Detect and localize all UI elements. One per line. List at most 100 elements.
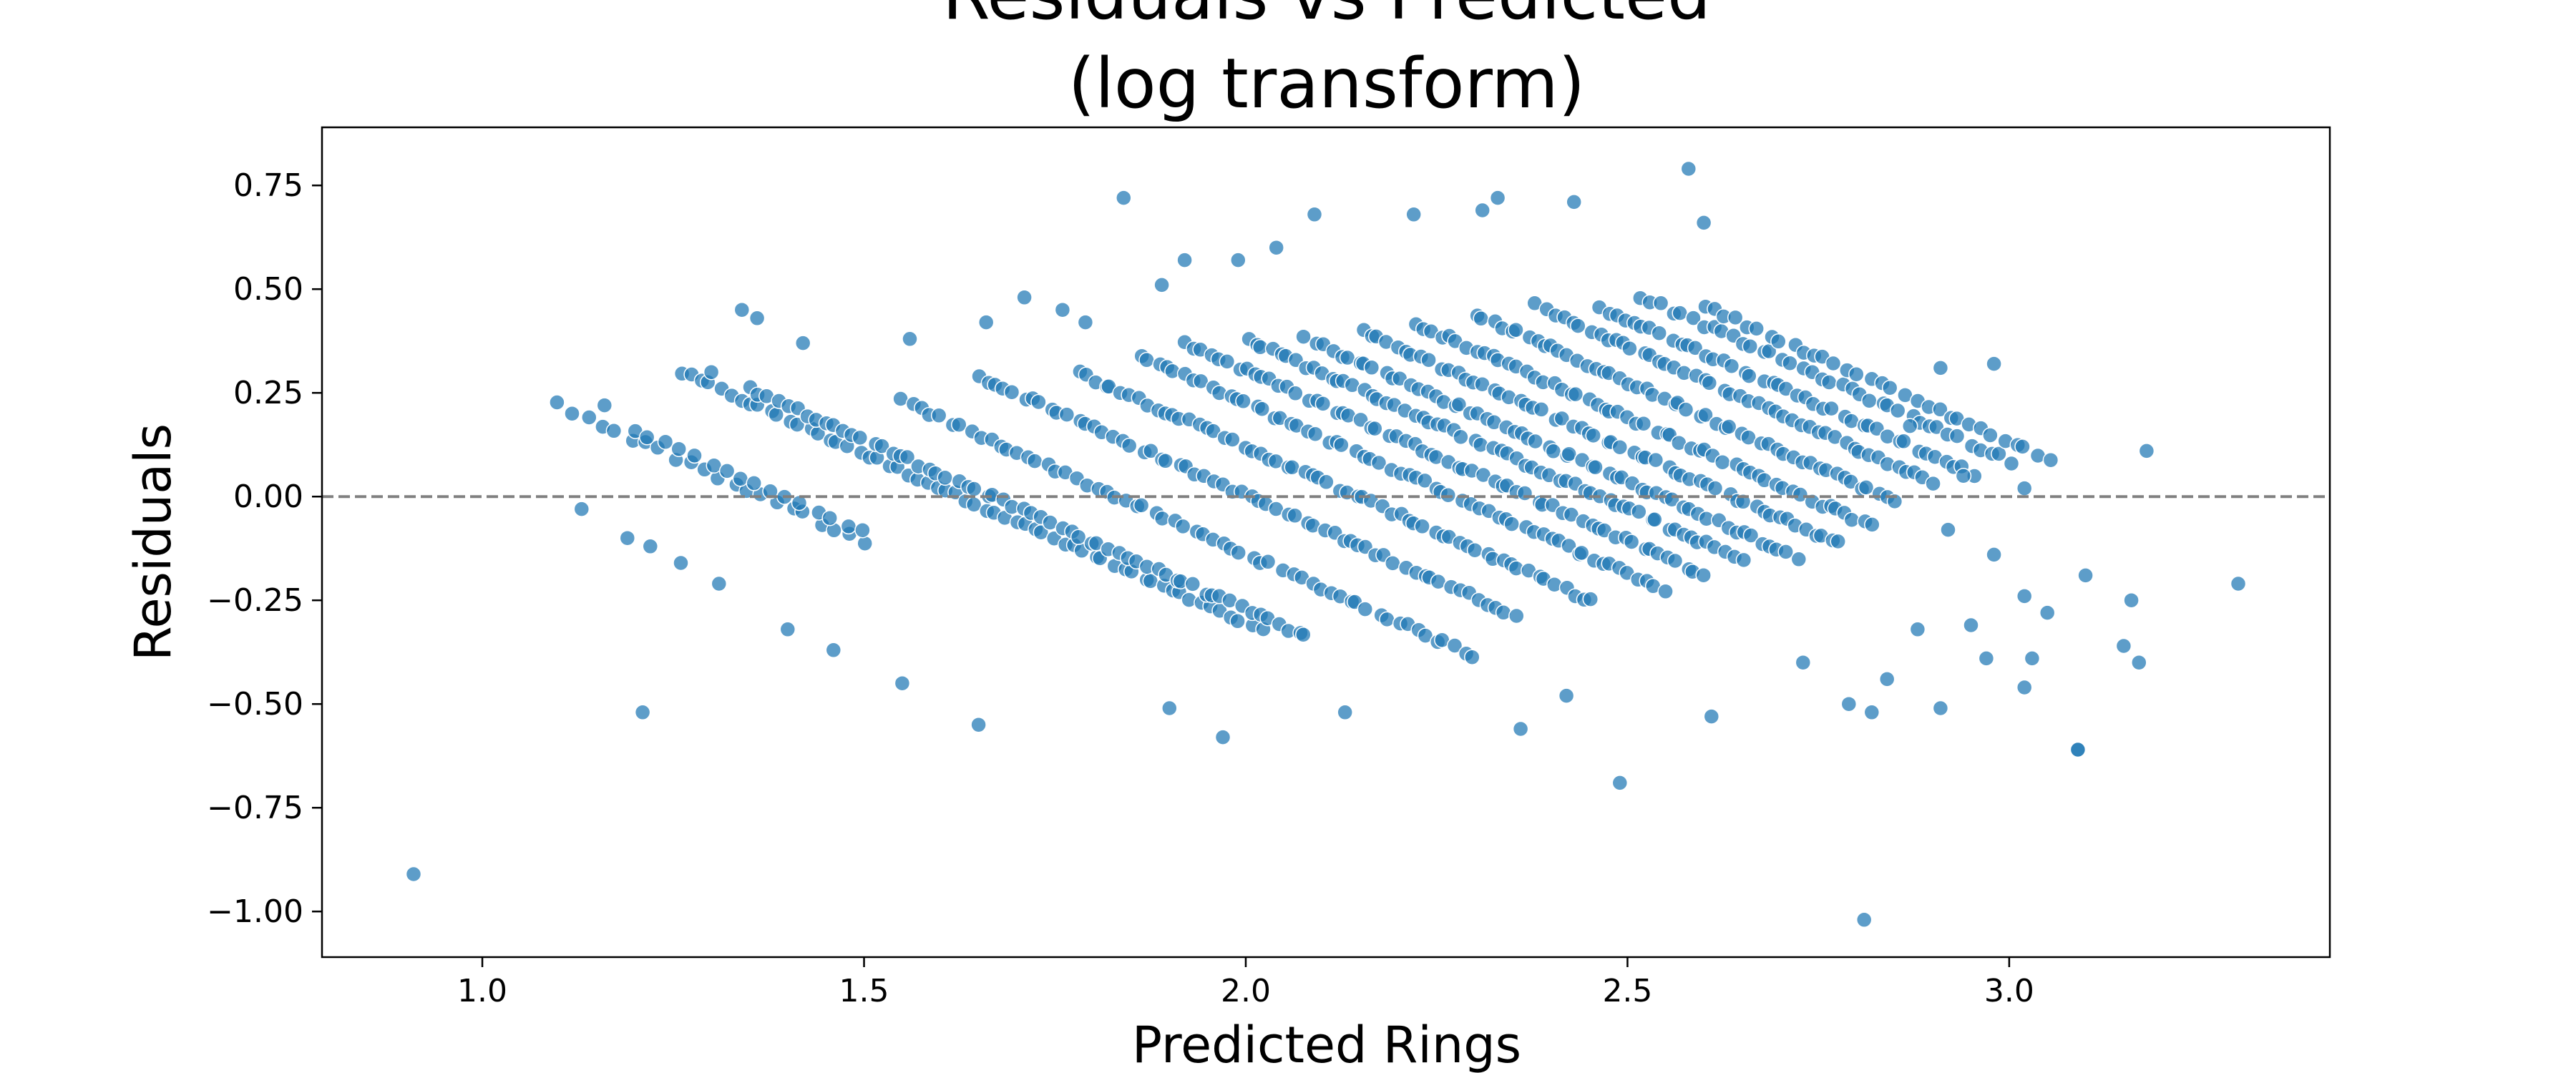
scatter-point xyxy=(1417,472,1433,489)
scatter-point xyxy=(1121,437,1138,454)
scatter-point xyxy=(673,554,689,572)
scatter-point xyxy=(1848,366,1865,383)
scatter-point xyxy=(686,447,703,464)
scatter-point xyxy=(1986,547,2002,563)
scatter-point xyxy=(1567,386,1584,403)
scatter-point xyxy=(1735,552,1752,569)
x-tick-label: 2.5 xyxy=(1602,973,1652,1009)
scatter-point xyxy=(1770,333,1787,350)
scatter-point xyxy=(1533,401,1550,418)
scatter-point xyxy=(1153,277,1170,293)
scatter-point xyxy=(1878,671,1896,687)
scatter-point xyxy=(1307,426,1324,442)
scatter-point xyxy=(1651,325,1667,341)
scatter-point xyxy=(1963,617,1979,634)
y-axis-label: Residuals xyxy=(124,423,182,661)
scatter-point xyxy=(1414,518,1430,535)
scatter-point xyxy=(1777,544,1794,560)
scatter-point xyxy=(1687,340,1704,356)
scatter-point xyxy=(1363,359,1380,376)
scatter-point xyxy=(405,866,422,883)
scatter-point xyxy=(762,483,779,500)
scatter-point xyxy=(1840,695,1858,712)
scatter-point xyxy=(1508,321,1524,338)
scatter-point xyxy=(1611,775,1629,791)
scatter-point xyxy=(1352,411,1369,428)
scatter-point xyxy=(1214,729,1231,745)
scatter-point xyxy=(1855,911,1873,929)
scatter-point xyxy=(1545,443,1562,460)
scatter-point xyxy=(874,438,890,454)
scatter-point xyxy=(1405,206,1422,223)
scatter-point xyxy=(1333,436,1350,454)
scatter-point xyxy=(711,575,728,592)
scatter-point xyxy=(1337,704,1353,721)
scatter-point xyxy=(1955,467,1972,484)
scatter-point xyxy=(1339,349,1356,366)
scatter-point xyxy=(2138,443,2155,459)
scatter-point xyxy=(857,535,873,552)
scatter-point xyxy=(1235,393,1252,410)
scatter-point xyxy=(1287,507,1303,524)
scatter-point xyxy=(1720,418,1737,435)
scatter-point xyxy=(1561,446,1577,462)
scatter-point xyxy=(1054,301,1071,318)
scatter-point xyxy=(1157,453,1174,469)
scatter-point xyxy=(1652,295,1669,312)
scatter-point xyxy=(1446,637,1463,654)
scatter-point xyxy=(1932,401,1948,418)
scatter-point xyxy=(2016,588,2033,604)
scatter-point xyxy=(854,521,871,539)
y-tick-label: −0.50 xyxy=(207,686,303,722)
scatter-point xyxy=(1030,393,1047,411)
scatter-point xyxy=(1561,537,1577,554)
scatter-point xyxy=(1026,453,1043,469)
scatter-point xyxy=(1820,374,1838,391)
scatter-point xyxy=(2024,650,2041,667)
scatter-point xyxy=(1978,650,1995,667)
scatter-point xyxy=(2016,480,2033,496)
scatter-point xyxy=(1932,360,1949,376)
scatter-point xyxy=(1284,459,1300,476)
scatter-point xyxy=(1268,239,1284,256)
scatter-point xyxy=(840,518,857,535)
chart-title-line-2: (log transform) xyxy=(1068,44,1585,124)
scatter-point xyxy=(1473,310,1489,327)
scatter-point xyxy=(1367,420,1383,437)
scatter-point xyxy=(1928,418,1945,436)
scatter-point xyxy=(1174,518,1191,535)
scatter-point xyxy=(1740,429,1757,446)
scatter-point xyxy=(1932,700,1949,717)
scatter-point xyxy=(1701,375,1718,391)
scatter-point xyxy=(1138,352,1155,368)
scatter-point xyxy=(1667,552,1684,569)
scatter-point xyxy=(825,642,842,659)
scatter-point xyxy=(732,471,749,487)
scatter-point xyxy=(1370,454,1387,471)
scatter-point xyxy=(1823,400,1840,417)
y-tick-label: −0.25 xyxy=(207,582,303,619)
scatter-point xyxy=(1420,351,1437,368)
scatter-point xyxy=(902,330,918,348)
scatter-point xyxy=(1314,396,1332,412)
scatter-point xyxy=(1657,583,1674,600)
scatter-point xyxy=(1697,406,1714,423)
scatter-point xyxy=(779,621,796,638)
x-tick-label: 3.0 xyxy=(1984,973,2034,1009)
scatter-point xyxy=(1161,700,1178,717)
scatter-point xyxy=(657,433,674,450)
scatter-point xyxy=(564,405,580,422)
scatter-point xyxy=(1466,542,1483,559)
y-tick-label: 0.25 xyxy=(233,375,303,411)
scatter-point xyxy=(937,469,953,486)
x-tick-label: 2.0 xyxy=(1221,973,1271,1009)
y-tick-label: 0.75 xyxy=(233,167,303,204)
scatter-point xyxy=(1631,504,1647,520)
scatter-point xyxy=(1379,611,1395,628)
x-axis-label: Predicted Rings xyxy=(1132,1016,1521,1073)
scatter-point xyxy=(2069,741,2087,758)
scatter-point xyxy=(1896,433,1912,450)
scatter-point xyxy=(966,481,982,497)
scatter-point xyxy=(1385,555,1401,572)
scatter-point xyxy=(1901,418,1918,434)
